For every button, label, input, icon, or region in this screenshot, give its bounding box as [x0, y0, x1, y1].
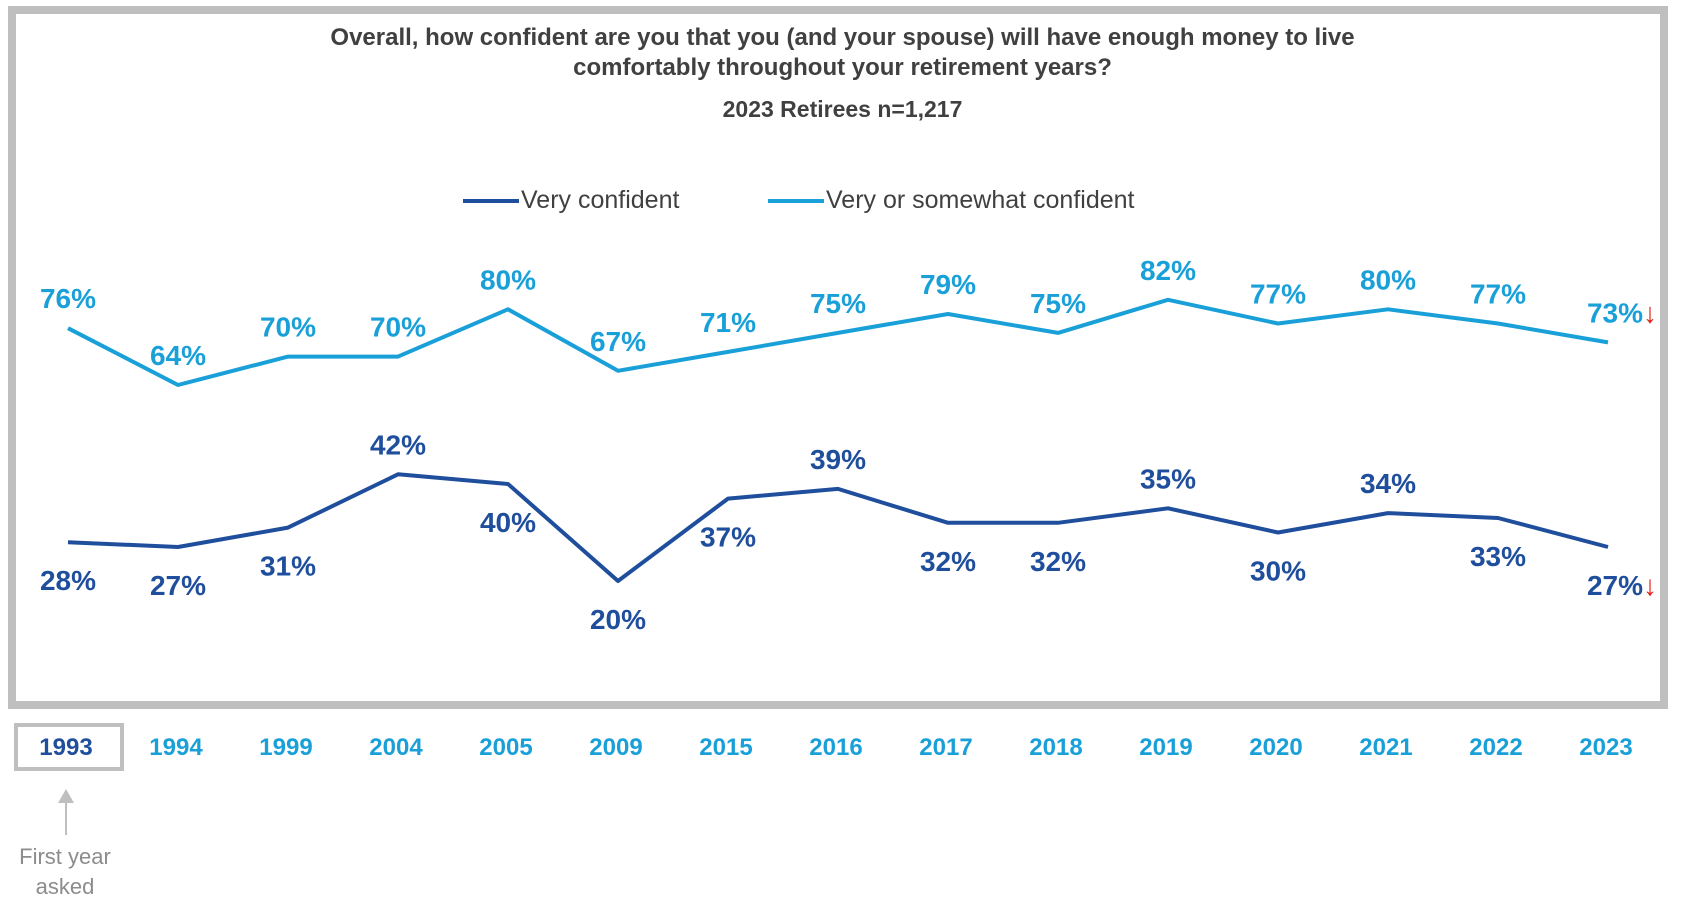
decline-arrow-icon: ↓ — [1643, 297, 1657, 328]
data-label-very-confident-2019: 35% — [1140, 463, 1196, 494]
data-label-very-confident-1994: 27% — [150, 570, 206, 601]
legend-item-very-confident: Very confident — [463, 186, 679, 215]
data-label-very-confident-2015: 37% — [700, 522, 756, 553]
data-label-very-or-somewhat-confident-1994: 64% — [150, 340, 206, 371]
chart-subtitle: 2023 Retirees n=1,217 — [722, 96, 963, 122]
data-label-very-confident-2020: 30% — [1250, 556, 1306, 587]
data-label-very-or-somewhat-confident-2017: 79% — [920, 269, 976, 300]
data-label-very-confident-2004: 42% — [370, 429, 426, 460]
x-tick-label-1999: 1999 — [259, 734, 312, 761]
legend-item-very-or-somewhat-confident: Very or somewhat confident — [768, 186, 1135, 215]
data-label-very-confident-2021: 34% — [1360, 468, 1416, 499]
first-year-highlight-box — [14, 723, 124, 771]
legend-swatch-very-or-somewhat-confident — [768, 198, 824, 203]
data-label-very-or-somewhat-confident-1993: 76% — [40, 283, 96, 314]
chart-title: Overall, how confident are you that you … — [330, 24, 1355, 51]
legend-swatch-very-confident — [463, 198, 519, 203]
x-tick-label-2015: 2015 — [699, 734, 752, 761]
data-label-very-or-somewhat-confident-2009: 67% — [590, 326, 646, 357]
data-label-very-confident-1999: 31% — [260, 551, 316, 582]
data-label-very-confident-2005: 40% — [480, 507, 536, 538]
data-label-very-or-somewhat-confident-2019: 82% — [1140, 255, 1196, 286]
x-tick-label-1993: 1993 — [39, 734, 92, 761]
data-label-very-confident-2016: 39% — [810, 444, 866, 475]
first-year-note-line-1: First year — [19, 844, 111, 869]
x-tick-label-2018: 2018 — [1029, 734, 1082, 761]
data-label-very-confident-2018: 32% — [1030, 546, 1086, 577]
x-tick-label-2009: 2009 — [589, 734, 642, 761]
x-tick-label-2022: 2022 — [1469, 734, 1522, 761]
data-label-very-confident-2023: 27%↓ — [1587, 570, 1657, 601]
first-year-note: First year asked — [0, 842, 130, 902]
x-tick-label-2017: 2017 — [919, 734, 972, 761]
data-label-very-or-somewhat-confident-2020: 77% — [1250, 278, 1306, 309]
data-label-very-or-somewhat-confident-2018: 75% — [1030, 288, 1086, 319]
x-tick-label-2021: 2021 — [1359, 734, 1412, 761]
data-label-very-or-somewhat-confident-2016: 75% — [810, 288, 866, 319]
up-arrow-icon — [58, 789, 74, 835]
x-tick-label-2019: 2019 — [1139, 734, 1192, 761]
legend-label-very-or-somewhat-confident: Very or somewhat confident — [826, 186, 1135, 214]
data-label-very-or-somewhat-confident-2015: 71% — [700, 307, 756, 338]
x-tick-label-2020: 2020 — [1249, 734, 1302, 761]
data-label-very-or-somewhat-confident-2004: 70% — [370, 312, 426, 343]
chart-title-line-2: comfortably throughout your retirement y… — [573, 54, 1112, 81]
data-label-very-confident-2022: 33% — [1470, 541, 1526, 572]
series-line-very-or-somewhat-confident — [67, 297, 1609, 387]
data-label-very-or-somewhat-confident-2021: 80% — [1360, 264, 1416, 295]
data-label-very-or-somewhat-confident-2005: 80% — [480, 264, 536, 295]
x-tick-label-2023: 2023 — [1579, 734, 1632, 761]
data-label-very-confident-2009: 20% — [590, 604, 646, 635]
series-line-very-confident — [67, 472, 1609, 583]
data-label-very-confident-1993: 28% — [40, 565, 96, 596]
x-tick-label-2004: 2004 — [369, 734, 423, 761]
first-year-note-line-2: asked — [35, 874, 95, 899]
data-label-very-or-somewhat-confident-2022: 77% — [1470, 278, 1526, 309]
x-tick-label-2005: 2005 — [479, 734, 532, 761]
x-tick-label-2016: 2016 — [809, 734, 862, 761]
x-tick-label-1994: 1994 — [149, 734, 203, 761]
decline-arrow-icon: ↓ — [1643, 570, 1657, 601]
legend-label-very-confident: Very confident — [521, 186, 680, 214]
data-label-very-or-somewhat-confident-2023: 73%↓ — [1587, 297, 1657, 328]
data-label-very-confident-2017: 32% — [920, 546, 976, 577]
data-label-very-or-somewhat-confident-1999: 70% — [260, 312, 316, 343]
